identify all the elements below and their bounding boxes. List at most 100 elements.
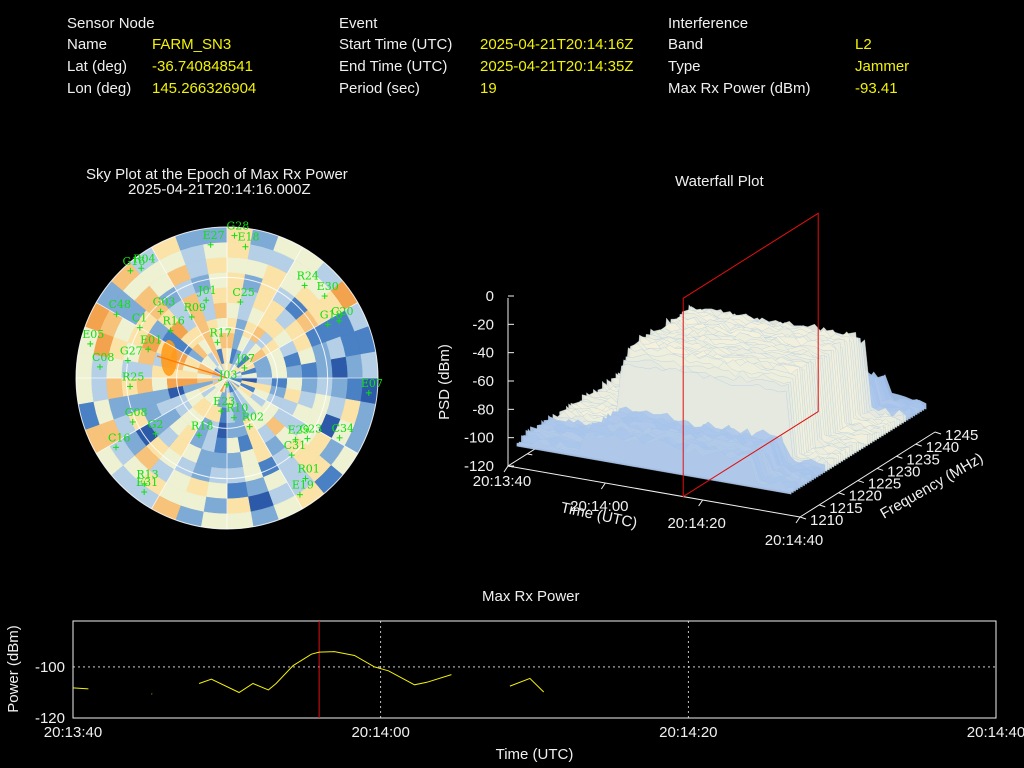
azimuth-spoke: [96, 302, 228, 379]
freq-tick: [838, 492, 845, 496]
type-label: Type: [668, 58, 701, 75]
psd-tick-label: -100: [464, 430, 494, 447]
satellite-label: R13: [136, 468, 158, 481]
freq-tick: [915, 443, 922, 447]
azimuth-spoke: [151, 377, 228, 509]
freq-tick-label: 1220: [849, 488, 882, 505]
satellite-label: E05: [82, 328, 104, 341]
power-line-segment: [198, 651, 452, 694]
waterfall-surface: [516, 304, 927, 495]
x-tick-label: 20:14:00: [351, 724, 409, 741]
max-rx-value: -93.41: [855, 80, 898, 97]
end-time-label: End Time (UTC): [339, 58, 448, 75]
time-tick: [503, 465, 509, 473]
satellite-label: C08: [92, 351, 114, 364]
type-value: Jammer: [855, 58, 910, 75]
skyplot-subtitle: 2025-04-21T20:14:16.000Z: [128, 181, 311, 198]
psd-tick-label: 0: [486, 288, 494, 305]
freq-tick-label: 1235: [906, 451, 939, 468]
frequency-axis: [799, 431, 936, 518]
freq-tick: [876, 467, 884, 471]
freq-tick-label: 1215: [829, 500, 862, 517]
satellite-label: E01: [140, 333, 162, 346]
time-tick-label: 20:14:20: [667, 515, 725, 532]
sensor-node-heading: Sensor Node: [67, 15, 155, 32]
freq-tick-label: 1225: [868, 476, 901, 493]
freq-tick: [799, 516, 807, 520]
satellite-label: G18: [320, 308, 343, 321]
satellite-label: C34: [332, 422, 354, 435]
lat-value: -36.740848541: [152, 58, 253, 75]
satellite-label: E29: [288, 424, 310, 437]
jammer-hotspot: [161, 340, 177, 376]
time-tick-label: 20:13:40: [473, 473, 531, 490]
satellite-label: E23: [213, 395, 235, 408]
time-axis: [507, 465, 801, 518]
period-value: 19: [480, 80, 497, 97]
azimuth-spoke: [151, 247, 228, 379]
band-value: L2: [855, 36, 872, 53]
lat-label: Lat (deg): [67, 58, 128, 75]
psd-tick-label: -40: [472, 345, 494, 362]
satellite-label: C20: [331, 305, 353, 318]
satellite-label: J03: [218, 369, 237, 382]
satellite-label: G28: [226, 220, 249, 233]
satellite-label: R10: [226, 402, 248, 415]
sky-heatmap: [76, 227, 378, 529]
back-tick: [507, 465, 514, 468]
jammer-bearing: [156, 355, 228, 379]
freq-tick-label: 1230: [887, 463, 920, 480]
satellite-label: C31: [284, 439, 306, 452]
azimuth-spoke: [226, 247, 303, 379]
satellite-label: G03: [153, 296, 176, 309]
satellite-label: G27: [120, 345, 143, 358]
back-tick: [527, 453, 533, 456]
psd-tick-label: -80: [472, 401, 494, 418]
psd-tick-label: -60: [472, 373, 494, 390]
freq-tick-label: 1210: [810, 512, 843, 529]
waterfall-axes: [503, 295, 942, 524]
y-tick-label: -120: [35, 710, 65, 727]
x-tick-label: 20:14:20: [659, 724, 717, 741]
satellite-label: R17: [209, 326, 231, 339]
band-label: Band: [668, 36, 704, 53]
satellite-label: G16: [122, 255, 145, 268]
psd-tick-label: -120: [464, 458, 494, 475]
name-value: FARM_SN3: [152, 36, 232, 53]
x-tick-label: 20:14:40: [967, 724, 1024, 741]
y-axis-label: Power (dBm): [5, 625, 22, 713]
satellite-label: E30: [317, 280, 339, 293]
satellite-label: G23: [299, 423, 322, 436]
satellite-label: C48: [109, 298, 131, 311]
satellite-label: R01: [298, 462, 320, 475]
start-time-label: Start Time (UTC): [339, 36, 453, 53]
satellite-label: R25: [122, 370, 144, 383]
maxrx-grid: [73, 621, 996, 718]
azimuth-spoke: [226, 377, 358, 454]
time-tick: [795, 516, 801, 524]
satellite-label: R09: [184, 301, 206, 314]
satellite-label: R02: [242, 411, 264, 424]
power-line-segment: [72, 687, 89, 690]
period-label: Period (sec): [339, 80, 420, 97]
freq-tick-label: 1245: [945, 427, 978, 444]
sky-grid: [75, 226, 379, 530]
end-time-value: 2025-04-21T20:14:35Z: [480, 58, 634, 75]
maxrx-frame: [72, 620, 997, 719]
satellite-label: C25: [232, 286, 254, 299]
waterfall-title: Waterfall Plot: [675, 173, 764, 190]
x-axis-label: Time (UTC): [496, 746, 574, 763]
satellite-label: G08: [125, 406, 148, 419]
maxrx-title: Max Rx Power: [482, 588, 580, 605]
event-plane-outline: [682, 212, 819, 498]
start-time-value: 2025-04-21T20:14:16Z: [480, 36, 634, 53]
maxrx-labels: 20:13:40 20:14:00 20:14:20 20:14:40 -100 -120…: [5, 625, 1024, 763]
freq-tick-label: 1240: [926, 439, 959, 456]
time-tick: [698, 499, 704, 507]
lon-label: Lon (deg): [67, 80, 132, 97]
name-label: Name: [67, 36, 108, 53]
